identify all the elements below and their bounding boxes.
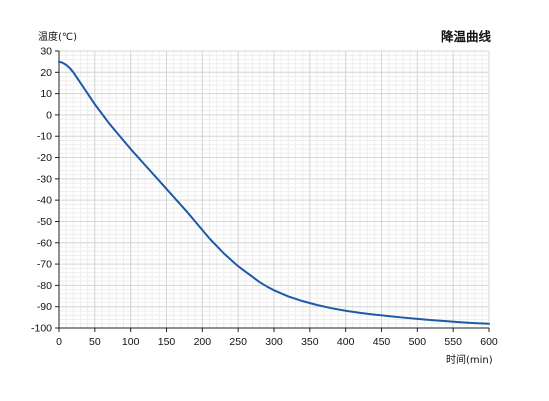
x-tick-label: 450 <box>373 336 391 348</box>
chart-title: 降温曲线 <box>441 29 492 44</box>
axes <box>55 50 490 332</box>
x-tick-label: 200 <box>194 336 212 348</box>
x-tick-label: 550 <box>444 336 462 348</box>
x-axis-label: 时间(min) <box>446 353 493 366</box>
y-tick-label: -10 <box>37 131 52 143</box>
x-tick-label: 50 <box>89 336 101 348</box>
x-tick-label: 250 <box>229 336 247 348</box>
y-tick-label: -60 <box>37 237 52 249</box>
y-axis-label: 温度(℃) <box>38 30 77 43</box>
y-tick-label: 30 <box>40 46 52 58</box>
x-tick-label: 300 <box>265 336 283 348</box>
y-tick-label: -70 <box>37 259 52 271</box>
y-tick-label: -80 <box>37 280 52 292</box>
x-tick-label: 350 <box>301 336 319 348</box>
y-tick-label: -90 <box>37 301 52 313</box>
series-line <box>58 60 490 325</box>
major-grid <box>58 50 490 329</box>
x-tick-label: 0 <box>56 336 62 348</box>
y-tick-label: -100 <box>31 323 52 335</box>
y-tick-label: -40 <box>37 195 52 207</box>
x-tick-labels: 0 50 100 150 200 250 300 350 400 450 500 550 600 <box>56 336 498 348</box>
y-tick-labels: 30 20 10 0 -10 -20 -30 -40 -50 -60 -70 -80 -90 -100 <box>31 46 52 335</box>
y-tick-label: -30 <box>37 173 52 185</box>
x-tick-label: 500 <box>409 336 427 348</box>
y-tick-label: 0 <box>46 109 52 121</box>
x-tick-label: 100 <box>122 336 140 348</box>
y-tick-label: -50 <box>37 216 52 228</box>
y-tick-label: 20 <box>40 67 52 79</box>
x-tick-label: 600 <box>480 336 498 348</box>
x-tick-label: 150 <box>158 336 176 348</box>
y-tick-label: -20 <box>37 152 52 164</box>
y-tick-label: 10 <box>40 88 52 100</box>
x-tick-label: 400 <box>337 336 355 348</box>
